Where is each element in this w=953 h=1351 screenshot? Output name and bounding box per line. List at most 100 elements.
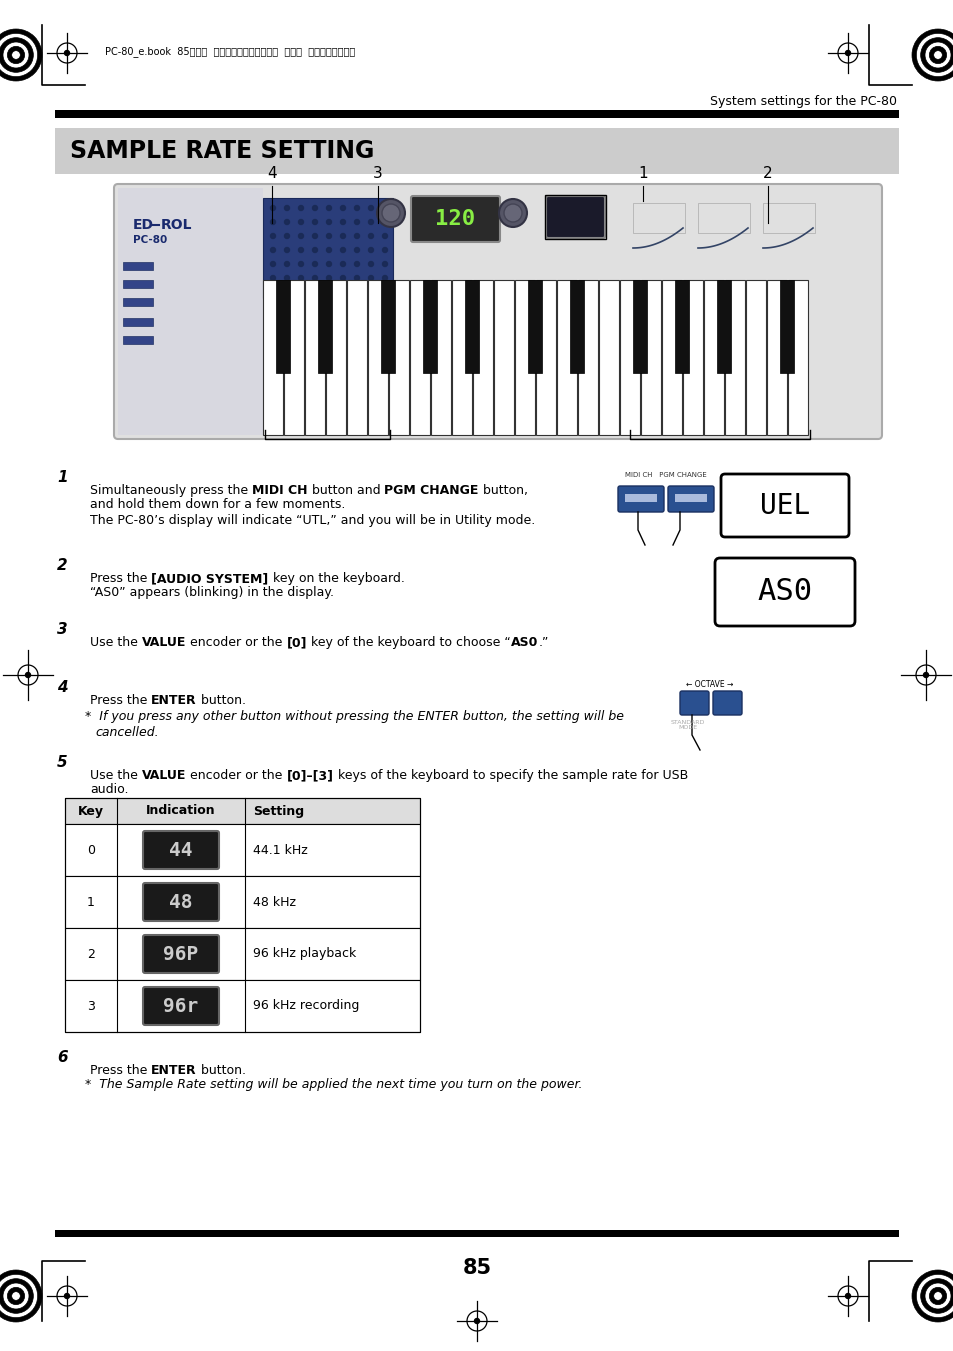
Circle shape [313, 262, 317, 266]
Bar [326, 280, 346, 435]
Circle shape [8, 46, 25, 63]
Text: cancelled.: cancelled. [95, 725, 158, 739]
Circle shape [923, 673, 927, 677]
Text: [0]–[3]: [0]–[3] [286, 769, 334, 782]
Circle shape [933, 1292, 942, 1300]
Circle shape [0, 38, 33, 73]
Bar [619, 280, 639, 435]
Bar [284, 280, 304, 435]
FancyBboxPatch shape [679, 690, 708, 715]
Bar [263, 280, 283, 435]
Circle shape [355, 234, 359, 239]
Bar [661, 280, 681, 435]
Text: [0]: [0] [286, 636, 307, 648]
Bar [724, 280, 744, 435]
Bar [675, 494, 706, 503]
Text: Use the: Use the [90, 769, 142, 782]
Circle shape [284, 276, 289, 281]
Circle shape [284, 262, 289, 266]
Text: button.: button. [196, 694, 246, 707]
Circle shape [298, 205, 303, 211]
Circle shape [284, 234, 289, 239]
Circle shape [498, 199, 526, 227]
Text: encoder or the: encoder or the [186, 636, 286, 648]
Circle shape [26, 673, 30, 677]
Circle shape [326, 276, 331, 281]
Circle shape [920, 1278, 953, 1313]
Circle shape [355, 276, 359, 281]
Bar [557, 280, 577, 435]
Text: ROL: ROL [161, 218, 193, 232]
Circle shape [271, 205, 275, 211]
Circle shape [382, 276, 387, 281]
Bar [633, 280, 646, 373]
Text: 1: 1 [57, 470, 68, 485]
Circle shape [298, 247, 303, 253]
Text: .”: .” [537, 636, 548, 648]
Text: AS0: AS0 [757, 577, 812, 607]
Circle shape [65, 50, 70, 55]
Text: Press the: Press the [90, 571, 152, 585]
Text: keys of the keyboard to specify the sample rate for USB: keys of the keyboard to specify the samp… [334, 769, 687, 782]
Bar [389, 280, 409, 435]
Circle shape [368, 247, 374, 253]
Text: Use the: Use the [90, 636, 142, 648]
Text: 85: 85 [462, 1258, 491, 1278]
FancyBboxPatch shape [545, 196, 604, 238]
Circle shape [355, 247, 359, 253]
Bar [640, 280, 660, 435]
Circle shape [924, 1283, 950, 1309]
Circle shape [326, 219, 331, 224]
Text: 1: 1 [638, 166, 647, 181]
Bar [745, 280, 765, 435]
FancyBboxPatch shape [714, 558, 854, 626]
Circle shape [0, 1274, 37, 1317]
Bar [65, 875, 419, 928]
Bar [633, 203, 684, 232]
Circle shape [355, 219, 359, 224]
Circle shape [298, 219, 303, 224]
Circle shape [381, 204, 399, 222]
Text: 2: 2 [87, 947, 95, 961]
Circle shape [284, 205, 289, 211]
Bar [682, 280, 702, 435]
Text: Setting: Setting [253, 804, 304, 817]
Bar [317, 280, 332, 373]
Bar [780, 280, 793, 373]
Circle shape [340, 234, 345, 239]
Text: 0: 0 [87, 843, 95, 857]
Text: ENTER: ENTER [152, 1065, 196, 1077]
FancyBboxPatch shape [143, 935, 219, 973]
Bar [123, 336, 152, 345]
Circle shape [844, 1293, 850, 1298]
Circle shape [340, 247, 345, 253]
FancyBboxPatch shape [143, 884, 219, 921]
Text: 2: 2 [762, 166, 772, 181]
Circle shape [368, 234, 374, 239]
Text: Key: Key [78, 804, 104, 817]
Text: 96 kHz playback: 96 kHz playback [253, 947, 355, 961]
Circle shape [326, 262, 331, 266]
FancyBboxPatch shape [667, 486, 713, 512]
Bar [570, 280, 583, 373]
Circle shape [14, 1294, 18, 1298]
Circle shape [298, 276, 303, 281]
Bar [536, 280, 556, 435]
Circle shape [503, 204, 521, 222]
Circle shape [376, 199, 405, 227]
Text: Press the: Press the [90, 1065, 152, 1077]
Text: and hold them down for a few moments.: and hold them down for a few moments. [90, 499, 345, 511]
Bar [494, 280, 514, 435]
Circle shape [3, 42, 29, 68]
FancyBboxPatch shape [113, 184, 882, 439]
Circle shape [0, 34, 37, 77]
Bar [698, 203, 749, 232]
Text: 96P: 96P [163, 944, 198, 963]
Text: [AUDIO SYSTEM]: [AUDIO SYSTEM] [152, 571, 269, 585]
Bar [123, 299, 152, 305]
Circle shape [8, 1288, 25, 1305]
Circle shape [355, 262, 359, 266]
Bar [65, 798, 419, 1032]
Text: VALUE: VALUE [142, 769, 186, 782]
Circle shape [271, 219, 275, 224]
